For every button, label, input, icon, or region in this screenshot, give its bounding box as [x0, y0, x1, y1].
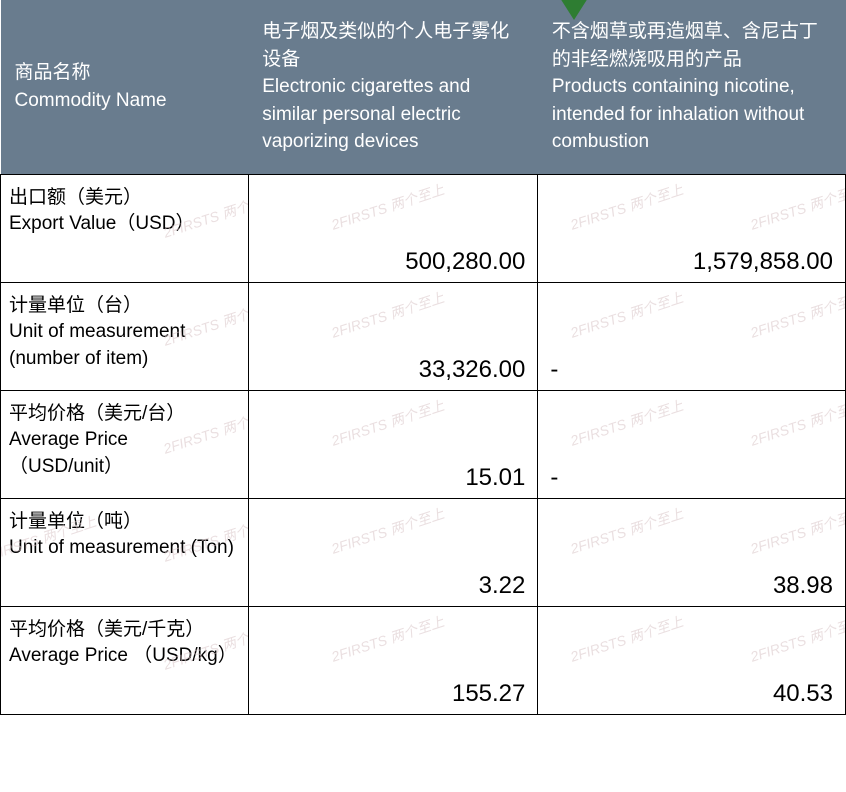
row-label-zh: 计量单位（台）	[9, 293, 236, 320]
header-col2-zh: 不含烟草或再造烟草、含尼古丁的非经燃烧吸用的产品	[552, 18, 832, 73]
value-cell-b: 2FIRSTS 两个至上 2FIRSTS 两个至上 -	[538, 282, 846, 390]
row-label-cell: 2FIRSTS 两个至上 2FIRSTS 两个至上 计量单位（吨） Unit o…	[1, 498, 249, 606]
value-cell-b: 2FIRSTS 两个至上 2FIRSTS 两个至上 38.98	[538, 498, 846, 606]
value-cell-a: 2FIRSTS 两个至上 3.22	[248, 498, 538, 606]
value-b: -	[550, 356, 558, 384]
header-col0-zh: 商品名称	[15, 59, 235, 87]
header-col1-zh: 电子烟及类似的个人电子雾化设备	[262, 18, 524, 73]
watermark-text: 2FIRSTS 两个至上	[329, 287, 447, 342]
value-a: 155.27	[452, 680, 525, 708]
watermark-text: 2FIRSTS 两个至上	[329, 503, 447, 558]
row-label-en: Export Value（USD）	[9, 211, 236, 238]
row-label-en: Unit of measurement (Ton)	[9, 535, 236, 562]
value-cell-a: 2FIRSTS 两个至上 500,280.00	[248, 174, 538, 282]
commodity-table: 商品名称 Commodity Name 电子烟及类似的个人电子雾化设备 Elec…	[0, 0, 846, 715]
value-cell-b: 2FIRSTS 两个至上 2FIRSTS 两个至上 40.53	[538, 606, 846, 714]
table-row: 2FIRSTS 两个至上 2FIRSTS 两个至上 计量单位（吨） Unit o…	[1, 498, 846, 606]
header-col-ecig: 电子烟及类似的个人电子雾化设备 Electronic cigarettes an…	[248, 0, 538, 174]
row-label-en: Average Price （USD/unit）	[9, 427, 236, 480]
row-label-cell: 2FIRSTS 两个至上 平均价格（美元/千克） Average Price （…	[1, 606, 249, 714]
value-b: 1,579,858.00	[693, 248, 833, 276]
value-cell-a: 2FIRSTS 两个至上 15.01	[248, 390, 538, 498]
header-col-nicotine: 不含烟草或再造烟草、含尼古丁的非经燃烧吸用的产品 Products contai…	[538, 0, 846, 174]
pointer-icon	[560, 0, 588, 20]
table-row: 2FIRSTS 两个至上 平均价格（美元/台） Average Price （U…	[1, 390, 846, 498]
header-col0-en: Commodity Name	[15, 87, 235, 115]
value-cell-b: 2FIRSTS 两个至上 2FIRSTS 两个至上 1,579,858.00	[538, 174, 846, 282]
watermark-text: 2FIRSTS 两个至上	[748, 395, 845, 450]
row-label-cell: 2FIRSTS 两个至上 出口额（美元） Export Value（USD）	[1, 174, 249, 282]
row-label-zh: 平均价格（美元/千克）	[9, 617, 236, 644]
watermark-text: 2FIRSTS 两个至上	[568, 503, 686, 558]
value-b: 38.98	[773, 572, 833, 600]
table-header-row: 商品名称 Commodity Name 电子烟及类似的个人电子雾化设备 Elec…	[1, 0, 846, 174]
table-row: 2FIRSTS 两个至上 平均价格（美元/千克） Average Price （…	[1, 606, 846, 714]
value-b: 40.53	[773, 680, 833, 708]
watermark-text: 2FIRSTS 两个至上	[748, 611, 845, 666]
watermark-text: 2FIRSTS 两个至上	[329, 179, 447, 234]
watermark-text: 2FIRSTS 两个至上	[568, 611, 686, 666]
value-a: 500,280.00	[405, 248, 525, 276]
watermark-text: 2FIRSTS 两个至上	[748, 179, 845, 234]
row-label-en: Unit of measurement (number of item)	[9, 319, 236, 372]
table-body: 2FIRSTS 两个至上 出口额（美元） Export Value（USD） 2…	[1, 174, 846, 714]
row-label-zh: 出口额（美元）	[9, 185, 236, 212]
row-label-zh: 平均价格（美元/台）	[9, 401, 236, 428]
table-row: 2FIRSTS 两个至上 计量单位（台） Unit of measurement…	[1, 282, 846, 390]
value-cell-b: 2FIRSTS 两个至上 2FIRSTS 两个至上 -	[538, 390, 846, 498]
value-a: 3.22	[479, 572, 526, 600]
value-b: -	[550, 464, 558, 492]
watermark-text: 2FIRSTS 两个至上	[748, 287, 845, 342]
header-col1-en: Electronic cigarettes and similar person…	[262, 73, 524, 156]
watermark-text: 2FIRSTS 两个至上	[568, 395, 686, 450]
table-row: 2FIRSTS 两个至上 出口额（美元） Export Value（USD） 2…	[1, 174, 846, 282]
row-label-zh: 计量单位（吨）	[9, 509, 236, 536]
watermark-text: 2FIRSTS 两个至上	[748, 503, 845, 558]
row-label-cell: 2FIRSTS 两个至上 计量单位（台） Unit of measurement…	[1, 282, 249, 390]
watermark-text: 2FIRSTS 两个至上	[329, 611, 447, 666]
value-cell-a: 2FIRSTS 两个至上 155.27	[248, 606, 538, 714]
watermark-text: 2FIRSTS 两个至上	[329, 395, 447, 450]
value-a: 33,326.00	[419, 356, 526, 384]
row-label-cell: 2FIRSTS 两个至上 平均价格（美元/台） Average Price （U…	[1, 390, 249, 498]
header-col2-en: Products containing nicotine, intended f…	[552, 73, 832, 156]
watermark-text: 2FIRSTS 两个至上	[568, 179, 686, 234]
row-label-en: Average Price （USD/kg）	[9, 643, 236, 670]
value-cell-a: 2FIRSTS 两个至上 33,326.00	[248, 282, 538, 390]
header-commodity-name: 商品名称 Commodity Name	[1, 0, 249, 174]
watermark-text: 2FIRSTS 两个至上	[568, 287, 686, 342]
value-a: 15.01	[465, 464, 525, 492]
